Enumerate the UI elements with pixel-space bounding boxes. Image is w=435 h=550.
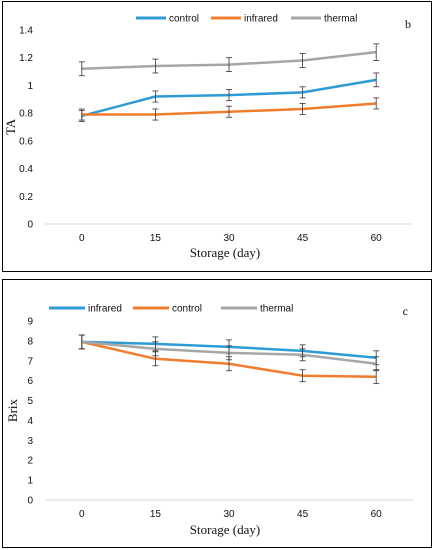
y-tick-label: 9 bbox=[27, 317, 33, 328]
panel-letter: c bbox=[403, 304, 408, 318]
x-tick-label: 45 bbox=[297, 509, 309, 520]
x-tick-label: 60 bbox=[371, 509, 383, 520]
legend-label: infrared bbox=[244, 14, 278, 25]
x-tick-label: 60 bbox=[371, 233, 383, 244]
x-axis-title: Storage (day) bbox=[190, 522, 260, 537]
legend-label: thermal bbox=[324, 14, 357, 25]
y-tick-label: 1.4 bbox=[19, 26, 33, 37]
x-tick-label: 0 bbox=[79, 509, 85, 520]
chart-b-svg: 0 0.2 0.4 0.6 0.8 1 1.2 1.4 0 15 30 45 60 Storage (da… bbox=[3, 14, 413, 260]
legend-label: control bbox=[172, 304, 202, 315]
y-tick-label: 5 bbox=[27, 396, 33, 407]
y-tick-label: 0 bbox=[27, 220, 33, 231]
y-tick-label: 0.8 bbox=[19, 109, 33, 120]
panel-letter: b bbox=[405, 17, 411, 31]
y-tick-label: 3 bbox=[27, 436, 33, 447]
y-tick-label: 2 bbox=[27, 456, 33, 467]
y-tick-label: 1 bbox=[27, 81, 33, 92]
y-tick-label: 6 bbox=[27, 376, 33, 387]
legend-label: thermal bbox=[260, 304, 293, 315]
chart-panel-b: 0 0.2 0.4 0.6 0.8 1 1.2 1.4 0 15 30 45 60 Storage (da… bbox=[2, 1, 432, 272]
x-axis-title: Storage (day) bbox=[190, 245, 260, 260]
x-tick-label: 30 bbox=[223, 233, 235, 244]
y-tick-label: 4 bbox=[27, 416, 33, 427]
x-tick-label: 15 bbox=[150, 233, 162, 244]
y-tick-label: 0.2 bbox=[19, 192, 33, 203]
legend-label: control bbox=[169, 14, 199, 25]
y-tick-label: 0.6 bbox=[19, 136, 33, 147]
y-tick-label: 1.2 bbox=[19, 53, 33, 64]
legend-label: infrared bbox=[88, 304, 122, 315]
x-tick-label: 0 bbox=[79, 233, 85, 244]
x-tick-label: 15 bbox=[150, 509, 162, 520]
x-tick-label: 30 bbox=[223, 509, 235, 520]
y-tick-label: 1 bbox=[27, 476, 33, 487]
y-axis-title: TA bbox=[3, 118, 18, 135]
y-axis-title: Brix bbox=[5, 398, 20, 422]
x-tick-label: 45 bbox=[297, 233, 309, 244]
y-tick-label: 0.4 bbox=[19, 164, 33, 175]
chart-panel-c: 0 1 2 3 4 5 6 7 8 9 0 15 30 45 60 Storage (day) Brix c inf… bbox=[2, 279, 432, 548]
y-tick-label: 8 bbox=[27, 336, 33, 347]
y-tick-label: 0 bbox=[27, 496, 33, 507]
y-tick-label: 7 bbox=[27, 356, 33, 367]
